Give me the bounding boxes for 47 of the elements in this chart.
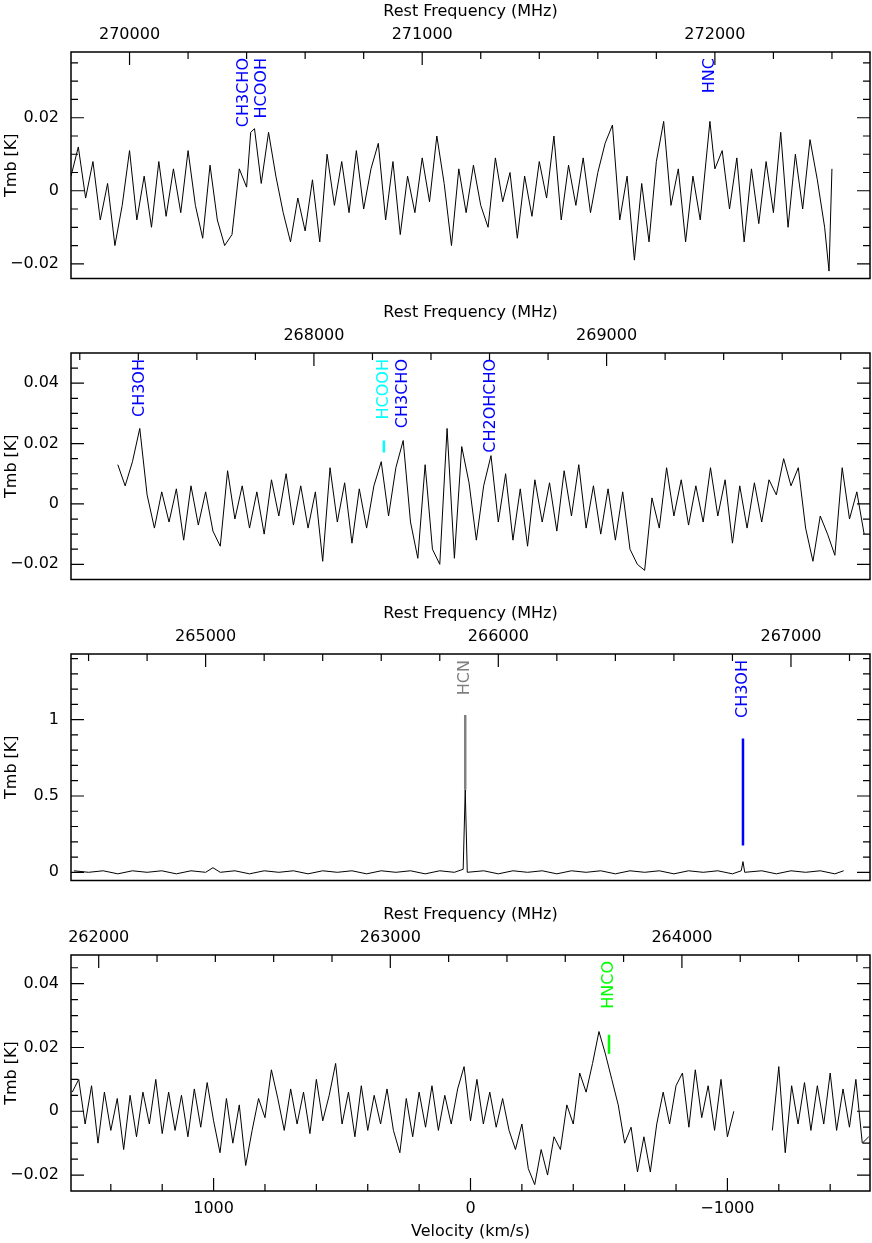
y-axis-title: Tmb [K] — [0, 735, 20, 800]
text: CH3OH — [732, 660, 752, 719]
y-tick-label: 0.04 — [23, 972, 59, 992]
x-tick-label: 268000 — [283, 324, 345, 344]
text: HNCO — [598, 961, 618, 1009]
text: HCOOH — [373, 359, 393, 420]
annotation: CH3OH — [128, 359, 148, 418]
y-tick-label: 0 — [48, 861, 59, 881]
y-tick-label: 0.5 — [33, 785, 59, 805]
y-tick-label: 1 — [48, 708, 59, 728]
y-axis-title: Tmb [K] — [0, 1041, 20, 1106]
text: HCN — [454, 660, 474, 696]
annotation: HCOOH — [250, 58, 270, 119]
x-tick-label: 265000 — [175, 625, 237, 645]
x2-tick-label: 263000 — [359, 926, 421, 946]
y-tick-label: −0.02 — [9, 252, 59, 272]
y-tick-label: 0 — [48, 1100, 59, 1120]
y-tick-label: 0 — [48, 179, 59, 199]
x-axis-title: Rest Frequency (MHz) — [383, 301, 558, 321]
y-tick-label: 0.02 — [23, 106, 59, 126]
y-tick-label: 0.04 — [23, 372, 59, 392]
x-axis-title: Rest Frequency (MHz) — [383, 602, 558, 622]
y-axis-title: Tmb [K] — [0, 434, 20, 499]
annotation: CH3CHO — [232, 58, 252, 128]
x-tick-label: 267000 — [760, 625, 822, 645]
x-axis-title: Rest Frequency (MHz) — [383, 0, 558, 20]
annotation: HNC — [699, 58, 719, 94]
annotation: CH3CHO — [392, 359, 412, 429]
x-tick-label: −1000 — [700, 1197, 755, 1217]
y-tick-label: 0.02 — [23, 1036, 59, 1056]
y-tick-label: 0 — [48, 493, 59, 513]
x-tick-label: 0 — [465, 1197, 476, 1217]
y-tick-label: −0.02 — [9, 553, 59, 573]
annotation: CH2OHCHO — [480, 358, 500, 453]
y-tick-label: −0.02 — [9, 1164, 59, 1184]
x-axis-title: Velocity (km/s) — [411, 1220, 530, 1240]
x-tick-label: 271000 — [391, 23, 453, 43]
x2-tick-label: 262000 — [68, 926, 130, 946]
x-tick-label: 272000 — [684, 23, 746, 43]
x-tick-label: 270000 — [99, 23, 161, 43]
x-tick-label: 269000 — [576, 324, 638, 344]
x-tick-label: 266000 — [467, 625, 529, 645]
x2-tick-label: 264000 — [651, 926, 713, 946]
x2-axis-title: Rest Frequency (MHz) — [383, 903, 558, 923]
y-axis-title: Tmb [K] — [0, 133, 20, 198]
y-tick-label: 0.02 — [23, 432, 59, 452]
x-tick-label: 1000 — [193, 1197, 234, 1217]
